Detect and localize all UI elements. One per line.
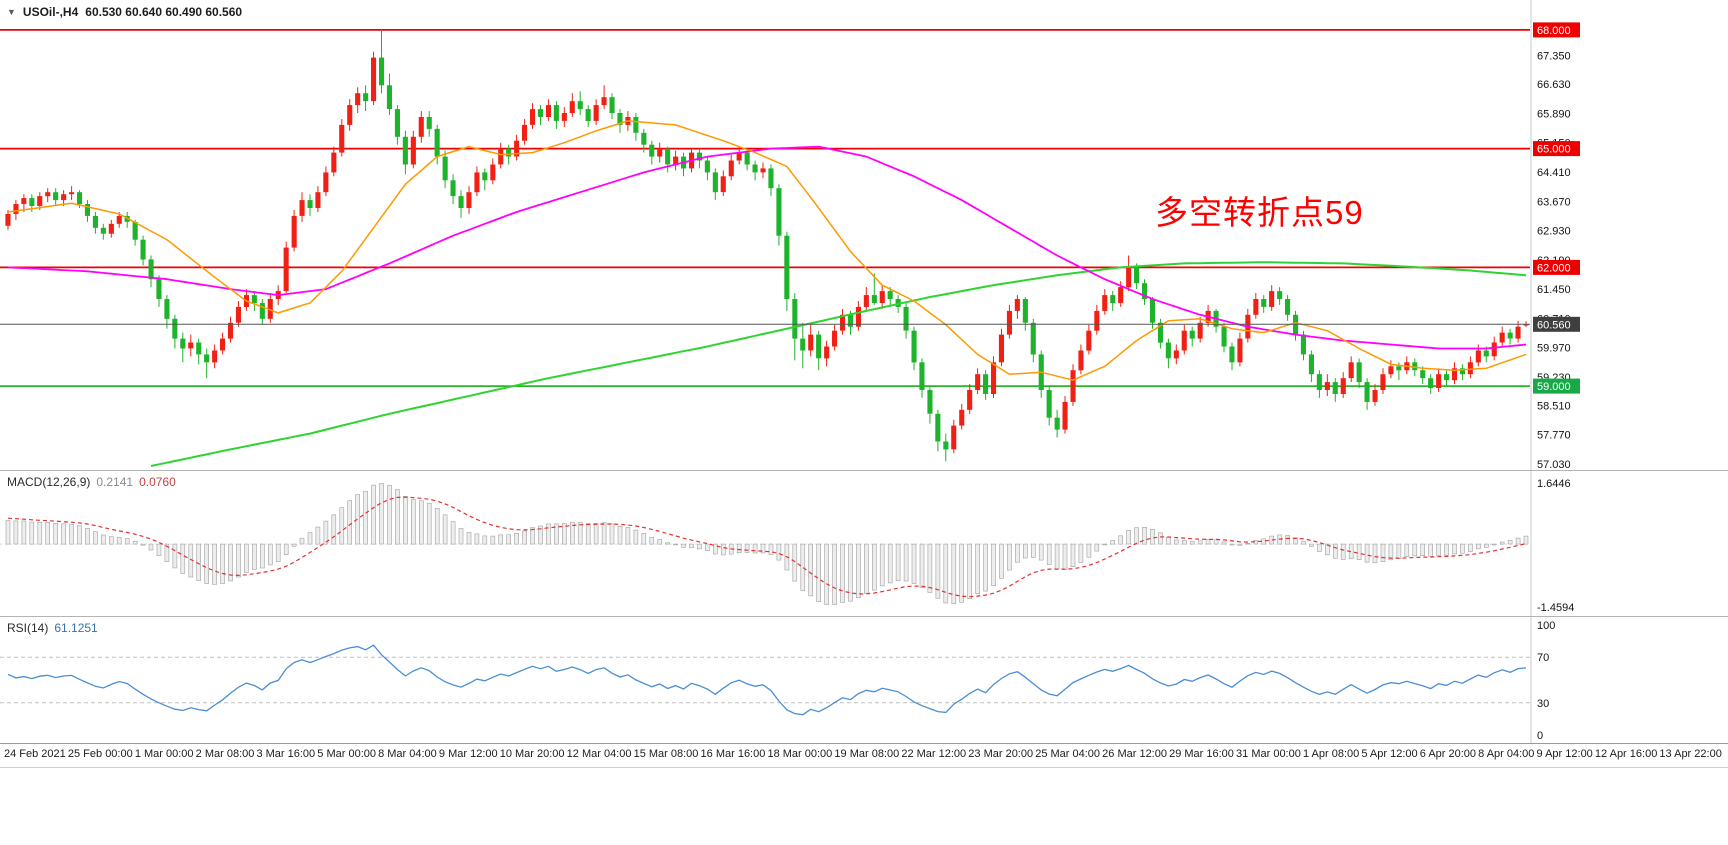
y-axis-label: 57.770 [1537,430,1571,442]
x-axis-label: 13 Apr 22:00 [1659,748,1722,760]
y-axis-label: 57.030 [1537,459,1571,470]
symbol-period-label: USOil-,H4 [22,5,79,19]
price-tag-box [1533,22,1580,38]
y-axis-label: 59.970 [1537,343,1571,355]
ma-orange-line [7,120,1527,381]
x-axis-label: 2 Mar 08:00 [195,748,255,760]
candles-layer [5,29,1529,462]
y-axis-label: 66.630 [1537,79,1571,91]
annotation-text: 多空转折点59 [1155,194,1364,231]
x-axis-label: 25 Feb 00:00 [67,748,133,760]
price-tag-box [1533,316,1580,332]
ma-green-line [150,261,1527,467]
y-axis-label: 65.890 [1537,108,1571,120]
x-axis-label: 19 Mar 08:00 [834,748,900,760]
x-axis-label: 8 Apr 04:00 [1478,748,1535,760]
macd-signal-line [7,496,1527,598]
price-panel: 68.00067.35066.63065.89065.15064.41063.6… [0,0,1728,470]
y-axis-label: 61.450 [1537,284,1571,296]
x-axis-label: 18 Mar 00:00 [767,748,833,760]
x-axis-label: 9 Apr 12:00 [1536,748,1593,760]
rsi-name: RSI(14) [7,621,49,635]
price-chart-canvas[interactable]: 68.00067.35066.63065.89065.15064.41063.6… [0,0,1728,470]
x-axis-label: 9 Mar 12:00 [438,748,498,760]
x-axis-label: 1 Mar 00:00 [134,748,194,760]
x-axis-label: 25 Mar 04:00 [1035,748,1101,760]
rsi-canvas[interactable]: 100 70 30 0 [0,617,1728,743]
macd-scale-top: 1.6446 [1537,478,1571,490]
x-axis-label: 5 Mar 00:00 [317,748,376,760]
y-axis-label: 58.510 [1537,401,1571,413]
x-axis-label: 31 Mar 00:00 [1236,748,1301,760]
macd-canvas[interactable]: 1.6446 -1.4594 [0,471,1728,616]
price-tag-label: 60.560 [1537,319,1571,331]
x-axis-label: 10 Mar 20:00 [499,748,565,760]
y-axis-label: 63.670 [1537,196,1571,208]
x-axis-label: 6 Apr 20:00 [1419,748,1477,760]
x-axis-label: 5 Apr 12:00 [1361,748,1418,760]
x-axis-label: 29 Mar 16:00 [1169,748,1234,760]
macd-label: MACD(12,26,9) 0.2141 0.0760 [7,475,176,489]
price-tag-box [1533,259,1580,275]
x-axis-label: 3 Mar 16:00 [256,748,316,760]
rsi-scale-label: 70 [1537,652,1549,664]
price-tag-label: 65.000 [1537,144,1571,156]
x-axis-label: 8 Mar 04:00 [378,748,437,760]
x-axis-label: 16 Mar 16:00 [700,748,766,760]
x-axis-label: 12 Mar 04:00 [566,748,632,760]
rsi-line [7,644,1527,716]
macd-scale-bottom: -1.4594 [1537,602,1574,614]
x-axis-label: 22 Mar 12:00 [901,748,967,760]
moving-averages-layer [7,120,1527,467]
macd-main-value: 0.2141 [96,475,134,489]
rsi-scale-label: 100 [1537,620,1555,632]
horizontal-lines [0,28,1530,388]
x-axis-label: 15 Mar 08:00 [633,748,699,760]
ma-magenta-line [7,145,1527,350]
price-tag-label: 59.000 [1537,381,1571,393]
rsi-scale-label: 0 [1537,730,1543,742]
price-tag-box [1533,141,1580,157]
y-axis-label: 64.410 [1537,167,1571,179]
macd-signal-value: 0.0760 [139,475,176,489]
x-axis-label: 26 Mar 12:00 [1102,748,1167,760]
collapse-arrow-icon[interactable]: ▼ [7,7,16,17]
macd-name: MACD(12,26,9) [7,475,91,489]
price-tag-box [1533,378,1580,394]
ohlc-values: 60.530 60.640 60.490 60.560 [85,5,243,19]
rsi-panel: 100 70 30 0 RSI(14) 61.1251 [0,616,1728,743]
chart-title: ▼ USOil-,H4 60.530 60.640 60.490 60.560 [7,5,242,19]
y-axis-label: 67.350 [1537,51,1571,63]
price-tag-label: 62.000 [1537,262,1571,274]
rsi-scale-label: 30 [1537,698,1549,710]
rsi-label: RSI(14) 61.1251 [7,621,98,635]
macd-panel: 1.6446 -1.4594 MACD(12,26,9) 0.2141 0.0760 [0,470,1728,616]
y-axis-label: 62.930 [1537,226,1571,238]
price-tag-label: 68.000 [1537,25,1571,37]
x-axis-label: 23 Mar 20:00 [968,748,1034,760]
rsi-value: 61.1251 [54,621,98,635]
x-axis-label: 24 Feb 2021 [4,748,66,760]
x-axis-label: 1 Apr 08:00 [1302,748,1360,760]
price-scale[interactable]: 68.00067.35066.63065.89065.15064.41063.6… [1530,0,1580,470]
x-axis-label: 12 Apr 16:00 [1594,748,1658,760]
time-axis[interactable]: 24 Feb 2021 25 Feb 00:00 1 Mar 00:00 2 Mar … [0,743,1728,767]
bottom-margin [0,767,1728,845]
macd-histogram [5,483,1529,605]
